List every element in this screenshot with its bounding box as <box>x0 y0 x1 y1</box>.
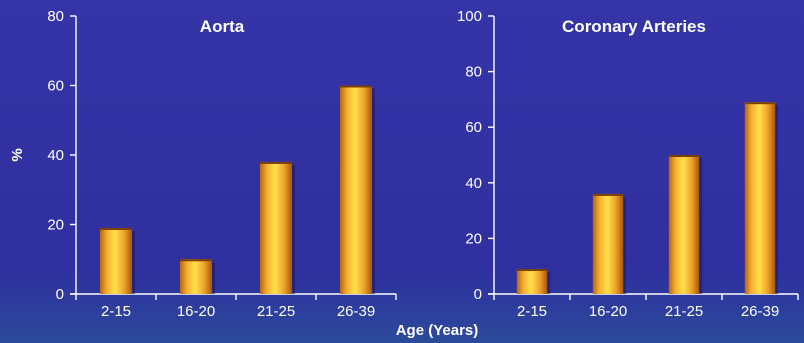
y-tick-label: 80 <box>47 8 64 25</box>
bar-2-15 <box>516 268 548 294</box>
y-tick-label: 60 <box>47 78 64 95</box>
bar-26-39 <box>340 85 372 294</box>
x-axis-label: Age (Years) <box>396 322 479 339</box>
bar-2-15 <box>100 227 132 294</box>
x-tick-label: 26-39 <box>741 303 779 320</box>
y-axis-label: % <box>9 148 26 161</box>
bar-top-edge <box>180 259 212 262</box>
y-tick-label: 80 <box>465 64 482 81</box>
y-tick-label: 20 <box>47 217 64 234</box>
bar-26-39 <box>744 102 776 295</box>
bar-top-edge <box>668 155 700 157</box>
bar-top-edge <box>100 227 132 230</box>
bar-top-edge <box>744 102 776 105</box>
chart-title-coronary: Coronary Arteries <box>562 17 706 36</box>
chart-title-aorta: Aorta <box>200 17 245 36</box>
y-tick-label: 20 <box>465 230 482 247</box>
y-tick-label: 0 <box>474 286 482 303</box>
bar-21-25 <box>668 155 700 294</box>
y-tick-label: 60 <box>465 119 482 136</box>
bar-16-20 <box>592 193 624 294</box>
x-tick-label: 21-25 <box>257 303 295 320</box>
bar-top-edge <box>260 161 292 164</box>
bar-16-20 <box>180 259 212 294</box>
y-tick-label: 40 <box>465 175 482 192</box>
coronary-arteries-panel: Coronary Arteries 0 20 40 60 80 100 2-15 16-20 21… <box>457 8 799 320</box>
x-tick-label: 2-15 <box>517 303 547 320</box>
x-tick-label: 26-39 <box>337 303 375 320</box>
x-tick-label: 16-20 <box>589 303 627 320</box>
bar-21-25 <box>260 161 292 294</box>
y-tick-label: 100 <box>457 8 482 25</box>
x-tick-label: 16-20 <box>177 303 215 320</box>
bar-top-edge <box>516 268 548 271</box>
y-tick-label: 40 <box>47 147 64 164</box>
x-tick-label: 2-15 <box>101 303 131 320</box>
bar-top-edge <box>340 85 372 88</box>
bar-top-edge <box>592 193 624 196</box>
aorta-panel: Aorta 0 20 40 60 80% 2-15 16-20 21-25 26-39 <box>9 8 397 320</box>
y-tick-label: 0 <box>56 286 64 303</box>
x-tick-label: 21-25 <box>665 303 703 320</box>
